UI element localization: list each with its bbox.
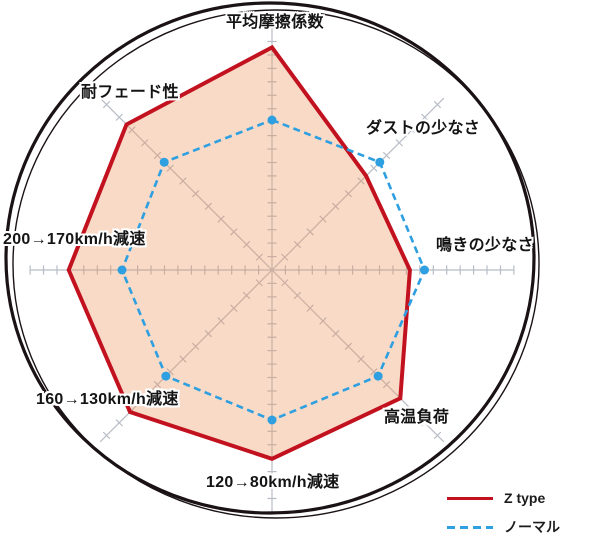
axis-label-decel-160-130: 160→130km/h減速	[36, 391, 179, 408]
legend: Z type ノーマル	[447, 490, 560, 535]
legend-item-z-type: Z type	[447, 490, 560, 506]
legend-item-normal: ノーマル	[447, 519, 560, 535]
axis-label-fade-resistance: 耐フェード性	[81, 84, 179, 101]
normal-dashed-line-swatch	[447, 525, 493, 529]
legend-label-z-type: Z type	[504, 490, 546, 506]
axis-label-low-dust: ダストの少なさ	[366, 120, 481, 137]
legend-label-normal: ノーマル	[504, 519, 560, 535]
axis-label-decel-120-80: 120→80km/h減速	[206, 474, 340, 491]
axis-label-decel-200-170: 200→170km/h減速	[3, 231, 146, 248]
axis-label-high-temp-load: 高温負荷	[384, 409, 450, 426]
axis-label-average-friction-coefficient: 平均摩擦係数	[226, 14, 324, 31]
z-type-solid-line-swatch	[447, 496, 493, 500]
axis-label-low-squeal: 鳴きの少なさ	[436, 237, 534, 254]
